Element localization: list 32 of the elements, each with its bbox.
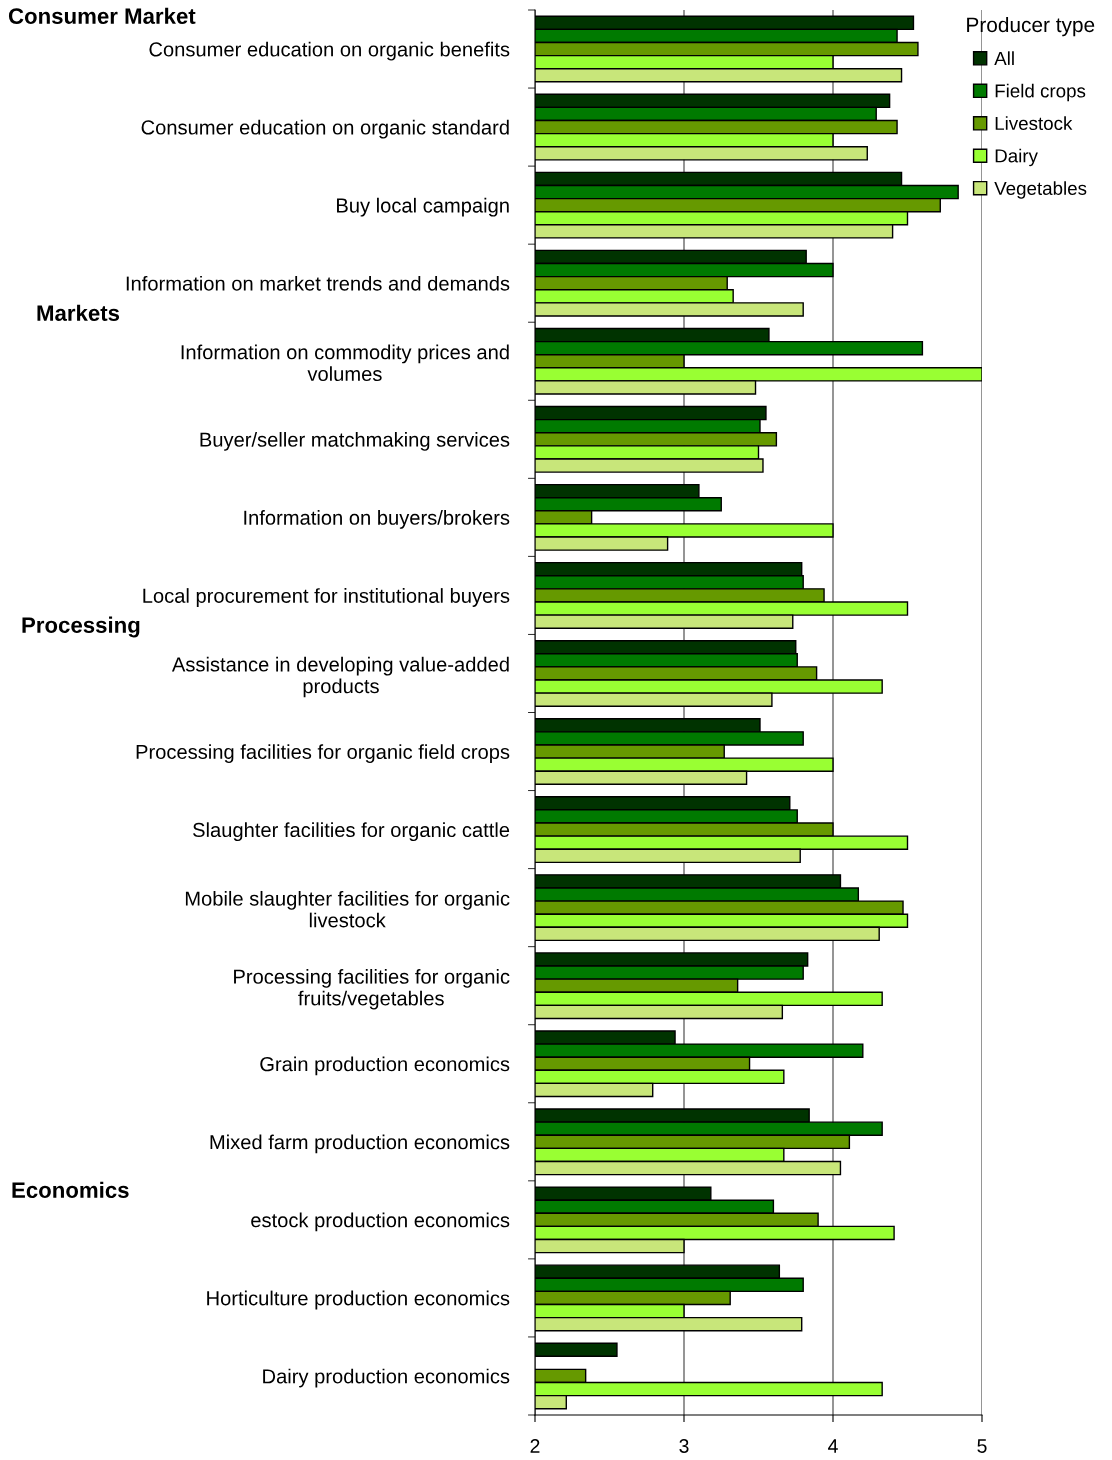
y-tick-label: Dairy production economics <box>263 1368 510 1388</box>
text: Economics <box>12 1181 129 1198</box>
legend-label: Vegetables <box>994 181 1087 199</box>
x-tick-label: 4 <box>828 1439 838 1453</box>
y-tick-label: Grain production economics <box>260 1056 510 1076</box>
text: Processing <box>22 616 140 638</box>
y-tick-label: estock production economics <box>251 1212 510 1232</box>
x-tick-label: 2 <box>530 1439 540 1453</box>
x-tick-label: 5 <box>977 1439 987 1453</box>
legend-title: Producer type <box>967 16 1095 37</box>
legend-label: Dairy <box>995 148 1038 167</box>
legend-label: Livestock <box>995 116 1073 131</box>
y-tick-label: Consumer education on organic benefits <box>149 41 510 61</box>
y-tick-label: Mixed farm production economics <box>210 1134 510 1154</box>
y-tick-label: Information on commodity prices and volumes <box>181 344 509 382</box>
y-tick-label: Consumer education on organic standard <box>141 119 509 139</box>
y-tick-label: Processing facilities for organic fruits/vegetables <box>234 969 510 1010</box>
legend-label: All <box>994 51 1014 65</box>
y-tick-label: Buyer/seller matchmaking services <box>200 432 510 451</box>
y-tick-label: Assistance in developing value-added products <box>171 656 509 698</box>
y-tick-label: Mobile slaughter facilities for organic livestock <box>185 890 510 928</box>
y-tick-label: Local procurement for institutional buyers <box>143 588 510 607</box>
y-tick-label: Horticulture production economics <box>207 1290 510 1310</box>
y-tick-label: Information on buyers/brokers <box>244 510 510 529</box>
x-tick-label: 3 <box>679 1439 689 1453</box>
text: Consumer Market <box>8 7 196 24</box>
y-tick-label: Information on market trends and demands <box>126 275 510 291</box>
legend-label: Field crops <box>995 83 1086 102</box>
y-tick-label: Buy local campaign <box>337 197 509 217</box>
y-tick-label: Processing facilities for organic field crops <box>136 744 510 763</box>
y-tick-label: Slaughter facilities for organic cattle <box>193 822 510 842</box>
text: Markets <box>37 304 120 321</box>
